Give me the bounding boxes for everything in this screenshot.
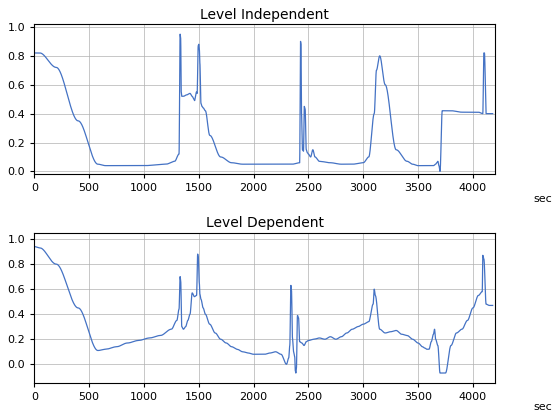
Text: sec: sec [534,194,553,204]
Text: sec: sec [534,402,553,412]
Title: Level Independent: Level Independent [200,8,329,21]
Title: Level Dependent: Level Dependent [206,216,324,230]
